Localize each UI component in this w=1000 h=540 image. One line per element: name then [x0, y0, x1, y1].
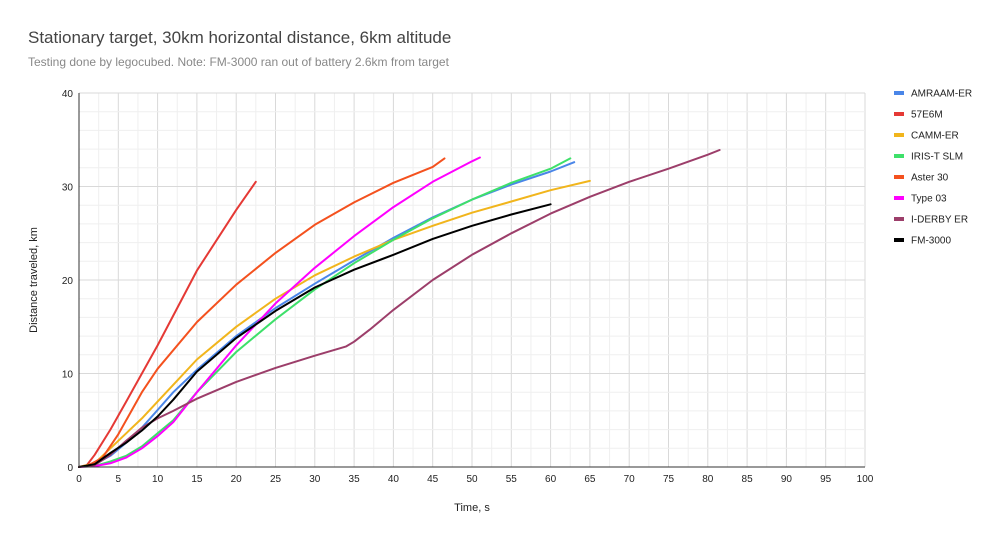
x-tick-label: 95 [820, 474, 832, 485]
legend: AMRAAM-ER 57E6M CAMM-ER IRIS-T SLM Aster 30 T… [894, 89, 972, 247]
legend-item-label: I-DERBY ER [911, 215, 968, 226]
series-line-type-03 [78, 156, 481, 468]
y-axis-label: Distance traveled, km [28, 227, 40, 333]
gridlines [78, 92, 866, 468]
x-tick-label: 50 [466, 474, 478, 485]
x-tick-label: 10 [152, 474, 164, 485]
x-tick-label: 60 [545, 474, 557, 485]
y-tick-label: 20 [62, 276, 74, 287]
series-line-aster-30 [78, 157, 446, 468]
x-tick-label: 25 [270, 474, 282, 485]
x-tick-label: 35 [349, 474, 361, 485]
x-tick-label: 70 [624, 474, 636, 485]
legend-swatch [894, 196, 904, 200]
series-line-i-derby-er [78, 149, 721, 468]
series-layer [78, 149, 721, 468]
y-tick-label: 40 [62, 89, 74, 100]
x-tick-label: 100 [857, 474, 874, 485]
x-tick-label: 15 [191, 474, 203, 485]
series-line-fm-3000 [78, 203, 552, 468]
legend-swatch [894, 112, 904, 116]
legend-swatch [894, 175, 904, 179]
x-tick-label: 90 [781, 474, 793, 485]
legend-swatch [894, 217, 904, 221]
legend-swatch [894, 154, 904, 158]
series-line-iris-t-slm [78, 157, 572, 468]
chart-subtitle: Testing done by legocubed. Note: FM-3000… [28, 55, 449, 69]
axes: 0 5 10 15 20 25 30 35 40 45 50 55 60 65 70 75 80 85 90 95 10… [28, 89, 874, 514]
x-tick-label: 0 [76, 474, 82, 485]
x-tick-label: 40 [388, 474, 400, 485]
y-tick-label: 0 [67, 463, 73, 474]
series-line-camm-er [78, 179, 591, 468]
series-line-57e6m [78, 180, 257, 468]
x-tick-label: 75 [663, 474, 675, 485]
x-tick-label: 65 [584, 474, 596, 485]
legend-item-label: 57E6M [911, 110, 943, 121]
x-tick-label: 20 [231, 474, 243, 485]
x-tick-label: 5 [116, 474, 122, 485]
y-tick-label: 30 [62, 183, 74, 194]
legend-swatch [894, 91, 904, 95]
chart-title: Stationary target, 30km horizontal dista… [28, 28, 452, 47]
legend-item-label: Type 03 [911, 194, 947, 205]
legend-item-label: AMRAAM-ER [911, 89, 972, 100]
x-tick-label: 55 [506, 474, 518, 485]
x-tick-label: 80 [702, 474, 714, 485]
legend-item-label: IRIS-T SLM [911, 152, 963, 163]
legend-item-label: FM-3000 [911, 236, 951, 247]
legend-item-label: Aster 30 [911, 173, 949, 184]
x-tick-label: 45 [427, 474, 439, 485]
y-tick-label: 10 [62, 370, 74, 381]
x-tick-label: 85 [742, 474, 754, 485]
legend-swatch [894, 238, 904, 242]
legend-swatch [894, 133, 904, 137]
x-axis-label: Time, s [454, 502, 490, 514]
legend-item-label: CAMM-ER [911, 131, 959, 142]
x-tick-label: 30 [309, 474, 321, 485]
